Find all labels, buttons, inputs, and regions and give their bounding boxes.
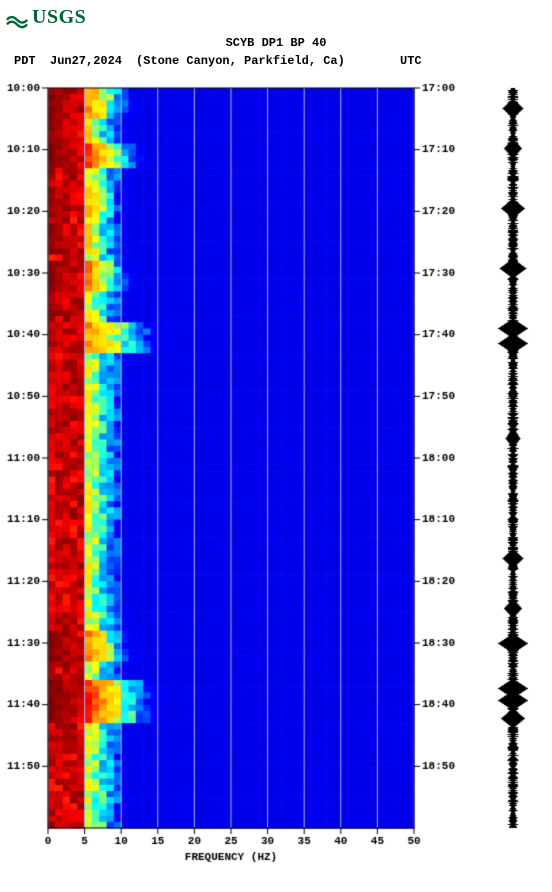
wave-icon: [6, 7, 28, 29]
plot-title: SCYB DP1 BP 40: [0, 36, 552, 50]
right-timezone-label: UTC: [400, 54, 422, 68]
usgs-logo: USGS: [6, 6, 86, 29]
usgs-text: USGS: [32, 6, 86, 29]
plot-date: Jun27,2024: [50, 54, 122, 68]
spectrogram-canvas: [0, 80, 552, 870]
station-name: (Stone Canyon, Parkfield, Ca): [136, 54, 345, 68]
left-timezone-label: PDT: [14, 54, 36, 68]
